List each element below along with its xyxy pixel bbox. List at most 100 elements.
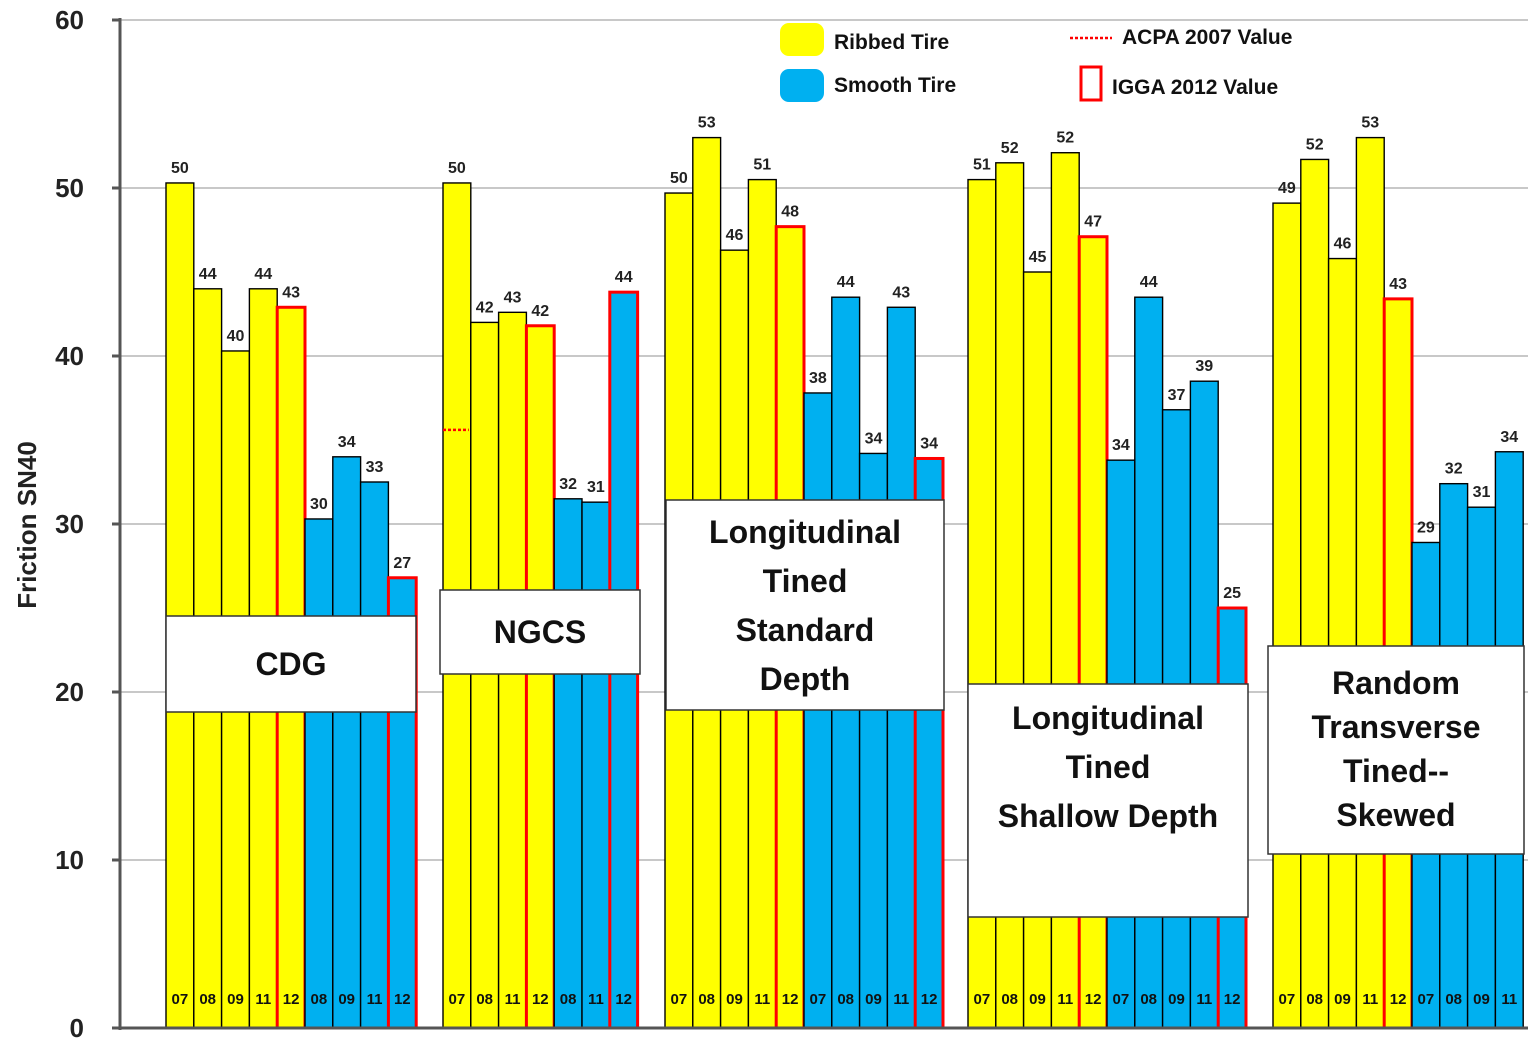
data-label: 34 <box>865 430 883 447</box>
year-label: 08 <box>476 991 493 1008</box>
data-label: 27 <box>393 555 411 572</box>
year-labels: 07 08 09 11 12 08 09 11 12 07 08 11 12 08 11 12 07 08 09 11… <box>172 991 1518 1008</box>
y-tick-label: 60 <box>55 5 84 35</box>
year-label: 12 <box>1390 991 1407 1008</box>
data-label: 52 <box>1001 140 1019 157</box>
year-label: 12 <box>394 991 411 1008</box>
year-label: 12 <box>532 991 549 1008</box>
data-label: 50 <box>670 170 688 187</box>
year-label: 09 <box>726 991 743 1008</box>
group-label-box <box>967 683 1249 918</box>
bar <box>304 518 334 1029</box>
group-label-box <box>439 589 641 675</box>
data-label: 51 <box>753 157 771 174</box>
data-label: 52 <box>1306 136 1324 153</box>
data-label: 50 <box>171 160 189 177</box>
year-label: 08 <box>837 991 854 1008</box>
y-tick-label: 10 <box>55 845 84 875</box>
group-label-line: CDG <box>255 646 326 682</box>
group-label-line: Standard <box>736 612 875 648</box>
year-label: 09 <box>1029 991 1046 1008</box>
year-label: 07 <box>974 991 991 1008</box>
data-label: 32 <box>1445 461 1463 478</box>
group-label-line: Transverse <box>1311 709 1480 745</box>
data-label: 53 <box>698 115 716 132</box>
data-label: 29 <box>1417 519 1435 536</box>
data-label: 33 <box>366 459 384 476</box>
year-label: 09 <box>1334 991 1351 1008</box>
year-label: 12 <box>782 991 799 1008</box>
data-label: 40 <box>227 328 245 345</box>
data-label: 38 <box>809 370 827 387</box>
data-label: 43 <box>1389 276 1407 293</box>
year-label: 11 <box>1362 991 1378 1008</box>
year-label: 12 <box>1224 991 1241 1008</box>
data-label: 42 <box>476 299 494 316</box>
year-label: 07 <box>1418 991 1435 1008</box>
y-tick-label: 0 <box>70 1013 84 1039</box>
group-label-line: Tined <box>763 563 848 599</box>
year-label: 11 <box>588 991 604 1008</box>
year-label: 08 <box>311 991 328 1008</box>
year-label: 08 <box>698 991 715 1008</box>
bar <box>524 324 556 1030</box>
group-label-line: Depth <box>760 661 851 697</box>
data-label: 44 <box>199 266 217 283</box>
y-tick-label: 40 <box>55 341 84 371</box>
group-label-line: Skewed <box>1336 797 1455 833</box>
data-label: 34 <box>1112 437 1130 454</box>
year-label: 11 <box>1196 991 1212 1008</box>
data-label: 44 <box>254 266 272 283</box>
bar <box>470 321 500 1029</box>
year-label: 11 <box>1501 991 1517 1008</box>
data-label: 44 <box>1140 274 1158 291</box>
year-label: 11 <box>505 991 521 1008</box>
bar <box>359 481 390 1029</box>
group-label-line: NGCS <box>494 614 586 650</box>
year-label: 09 <box>1168 991 1185 1008</box>
legend-label-smooth: Smooth Tire <box>834 74 956 97</box>
year-label: 12 <box>1085 991 1102 1008</box>
year-label: 07 <box>671 991 688 1008</box>
data-label: 44 <box>615 269 633 286</box>
legend-label-ribbed: Ribbed Tire <box>834 31 949 54</box>
year-label: 12 <box>615 991 632 1008</box>
data-label: 48 <box>781 204 799 221</box>
group-label-box <box>1267 645 1525 855</box>
data-label: 45 <box>1029 249 1047 266</box>
year-label: 12 <box>283 991 300 1008</box>
data-label: 46 <box>1334 236 1352 253</box>
bar <box>1300 158 1330 1029</box>
group-label-line: Tined-- <box>1343 753 1449 789</box>
year-label: 07 <box>172 991 189 1008</box>
year-label: 11 <box>893 991 909 1008</box>
data-label: 43 <box>282 284 300 301</box>
year-label: 09 <box>865 991 882 1008</box>
data-label: 25 <box>1223 585 1241 602</box>
axes: 0 10 20 30 40 50 60 <box>55 5 1528 1039</box>
value-labels: 50 44 40 44 43 30 34 33 27 50 42 43 42 32 31 44 50 53 46 51… <box>171 115 1518 602</box>
bar <box>581 501 611 1029</box>
data-label: 53 <box>1361 115 1379 132</box>
year-label: 09 <box>338 991 355 1008</box>
year-label: 11 <box>255 991 271 1008</box>
data-label: 51 <box>973 157 991 174</box>
data-label: 44 <box>837 274 855 291</box>
data-label: 34 <box>920 435 938 452</box>
bar <box>332 456 362 1029</box>
data-label: 31 <box>1473 484 1491 501</box>
year-label: 08 <box>1001 991 1018 1008</box>
bar <box>1355 136 1385 1029</box>
group-label-line: Longitudinal <box>709 514 901 550</box>
group-label-box <box>165 615 417 713</box>
data-label: 50 <box>448 160 466 177</box>
data-label: 34 <box>338 434 356 451</box>
data-label: 30 <box>310 496 328 513</box>
group-label-boxes: CDG NGCS Longitudinal Tined Standard Depth Lon… <box>165 499 1525 918</box>
data-label: 31 <box>587 479 605 496</box>
bar <box>1327 257 1358 1029</box>
y-tick-label: 30 <box>55 509 84 539</box>
year-label: 11 <box>1057 991 1073 1008</box>
data-label: 47 <box>1084 214 1102 231</box>
legend-label-igga: IGGA 2012 Value <box>1112 76 1278 99</box>
